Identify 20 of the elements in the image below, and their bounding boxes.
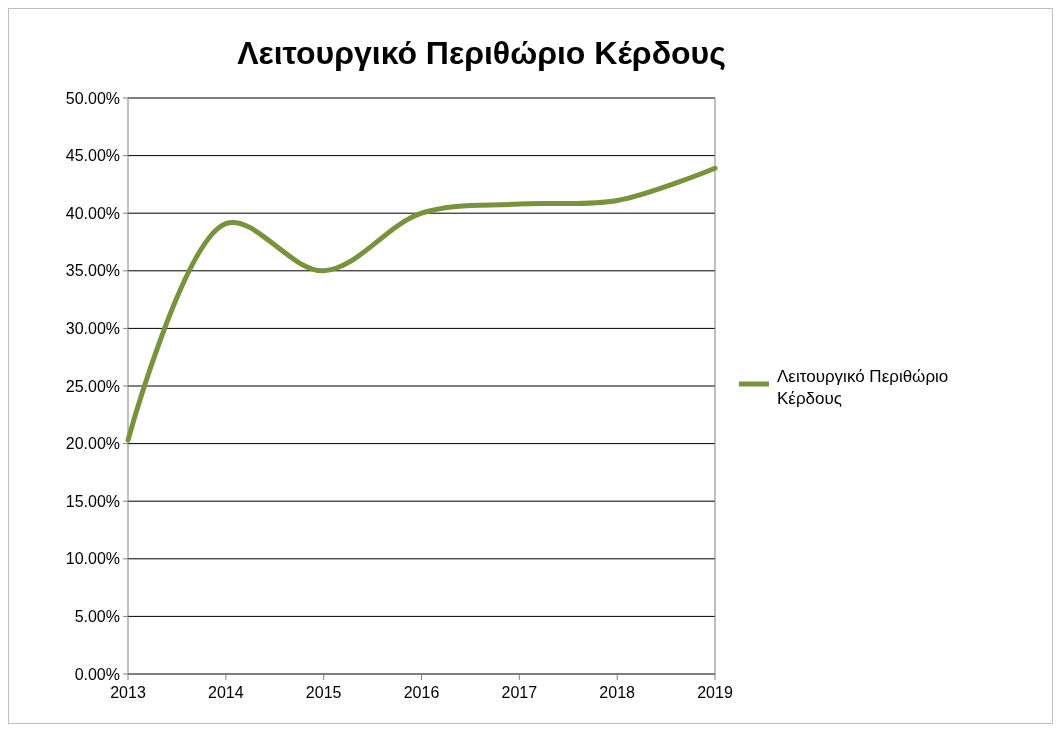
x-tick-label: 2013 (110, 684, 146, 701)
y-tick-label: 0.00% (74, 665, 120, 683)
y-tick-label: 45.00% (65, 147, 120, 165)
chart-title: Λειτουργικό Περιθώριο Κέρδους (237, 35, 726, 71)
y-tick-label: 20.00% (65, 435, 120, 453)
y-tick-label: 50.00% (65, 89, 120, 107)
x-tick-label: 2019 (697, 684, 733, 701)
y-tick-label: 25.00% (65, 377, 120, 395)
x-tick-label: 2014 (208, 684, 244, 701)
legend-label: Λειτουργικό Περιθώριο Κέρδους (777, 367, 949, 409)
y-tick-label: 40.00% (65, 204, 120, 222)
y-tick-label: 35.00% (65, 262, 120, 280)
y-tick-label: 10.00% (65, 550, 120, 568)
x-tick-label: 2015 (305, 684, 342, 701)
y-tick-label: 5.00% (74, 608, 120, 625)
y-tick-label: 15.00% (65, 492, 120, 510)
x-tick-label: 2016 (403, 684, 440, 701)
x-tick-label: 2018 (599, 684, 636, 701)
y-tick-label: 30.00% (65, 320, 120, 337)
x-tick-label: 2017 (501, 684, 538, 701)
